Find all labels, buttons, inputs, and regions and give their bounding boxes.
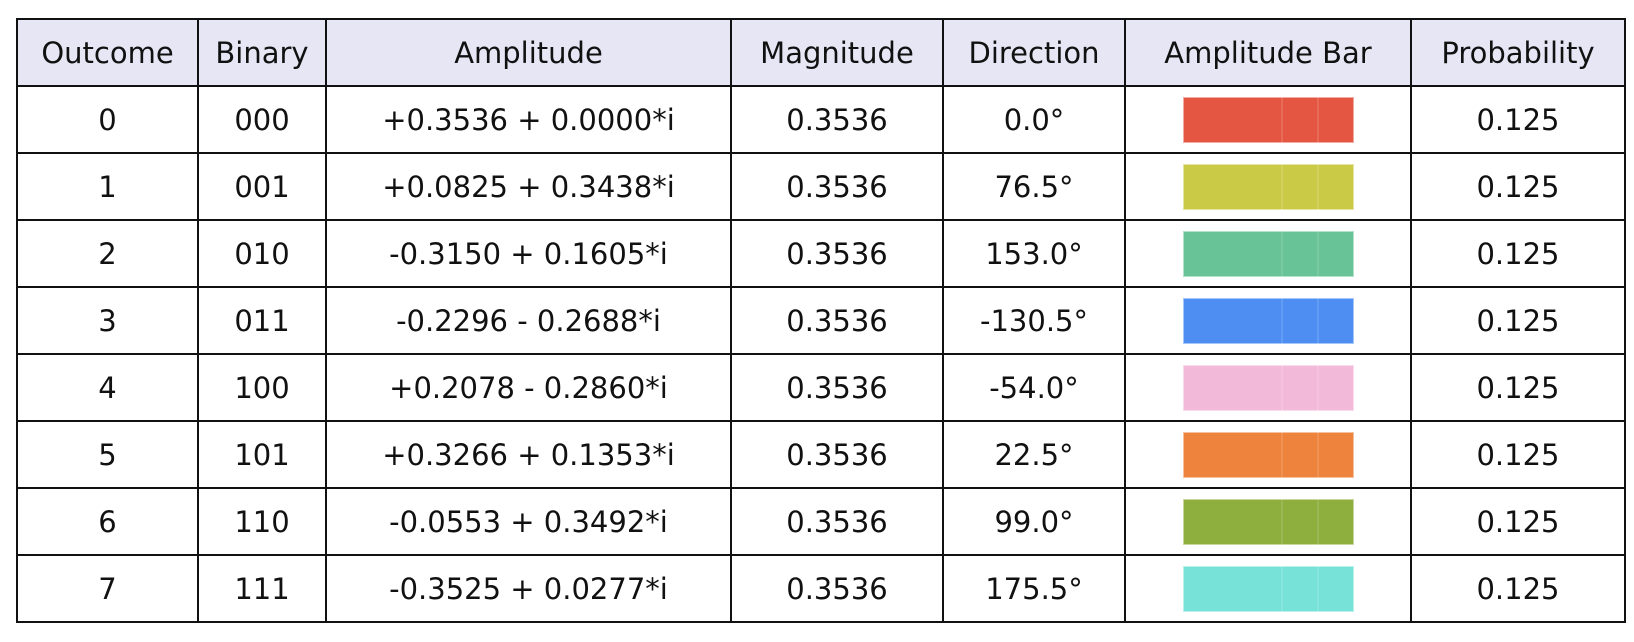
cell-magnitude: 0.3536	[730, 420, 944, 489]
amplitude-bar	[1182, 431, 1354, 478]
cell-outcome: 3	[16, 286, 199, 355]
cell-probability: 0.125	[1410, 353, 1626, 422]
cell-amplitude-bar	[1124, 286, 1412, 355]
cell-outcome: 2	[16, 219, 199, 288]
cell-binary: 001	[197, 152, 327, 221]
amplitude-bar	[1182, 96, 1354, 143]
cell-probability: 0.125	[1410, 554, 1626, 623]
cell-amplitude: +0.3266 + 0.1353*i	[325, 420, 732, 489]
cell-probability: 0.125	[1410, 85, 1626, 154]
cell-binary: 111	[197, 554, 327, 623]
cell-amplitude: -0.3525 + 0.0277*i	[325, 554, 732, 623]
cell-amplitude-bar	[1124, 554, 1412, 623]
cell-binary: 100	[197, 353, 327, 422]
amplitude-bar	[1182, 163, 1354, 210]
cell-direction: 175.5°	[942, 554, 1126, 623]
cell-probability: 0.125	[1410, 152, 1626, 221]
header-binary: Binary	[197, 18, 327, 87]
table-row: 2 010 -0.3150 + 0.1605*i 0.3536 153.0° 0.125	[16, 219, 1626, 288]
cell-binary: 000	[197, 85, 327, 154]
cell-direction: 99.0°	[942, 487, 1126, 556]
cell-outcome: 0	[16, 85, 199, 154]
cell-probability: 0.125	[1410, 487, 1626, 556]
table-row: 5 101 +0.3266 + 0.1353*i 0.3536 22.5° 0.125	[16, 420, 1626, 489]
cell-magnitude: 0.3536	[730, 219, 944, 288]
cell-probability: 0.125	[1410, 219, 1626, 288]
table-row: 0 000 +0.3536 + 0.0000*i 0.3536 0.0° 0.125	[16, 85, 1626, 154]
table-row: 4 100 +0.2078 - 0.2860*i 0.3536 -54.0° 0.125	[16, 353, 1626, 422]
cell-binary: 010	[197, 219, 327, 288]
amplitude-bar	[1182, 565, 1354, 612]
cell-probability: 0.125	[1410, 420, 1626, 489]
cell-direction: -130.5°	[942, 286, 1126, 355]
cell-outcome: 5	[16, 420, 199, 489]
table-row: 7 111 -0.3525 + 0.0277*i 0.3536 175.5° 0.125	[16, 554, 1626, 623]
cell-amplitude: +0.2078 - 0.2860*i	[325, 353, 732, 422]
cell-binary: 101	[197, 420, 327, 489]
header-magnitude: Magnitude	[730, 18, 944, 87]
amplitude-bar	[1182, 364, 1354, 411]
cell-magnitude: 0.3536	[730, 487, 944, 556]
cell-direction: 76.5°	[942, 152, 1126, 221]
cell-amplitude-bar	[1124, 219, 1412, 288]
cell-probability: 0.125	[1410, 286, 1626, 355]
cell-magnitude: 0.3536	[730, 353, 944, 422]
table-body: 0 000 +0.3536 + 0.0000*i 0.3536 0.0° 0.125 1 00…	[16, 85, 1626, 623]
cell-outcome: 6	[16, 487, 199, 556]
table-row: 6 110 -0.0553 + 0.3492*i 0.3536 99.0° 0.125	[16, 487, 1626, 556]
cell-amplitude-bar	[1124, 487, 1412, 556]
cell-magnitude: 0.3536	[730, 554, 944, 623]
cell-direction: 153.0°	[942, 219, 1126, 288]
header-outcome: Outcome	[16, 18, 199, 87]
cell-outcome: 7	[16, 554, 199, 623]
cell-magnitude: 0.3536	[730, 152, 944, 221]
header-row: Outcome Binary Amplitude Magnitude Direc…	[16, 18, 1626, 87]
cell-amplitude: +0.0825 + 0.3438*i	[325, 152, 732, 221]
table-row: 1 001 +0.0825 + 0.3438*i 0.3536 76.5° 0.125	[16, 152, 1626, 221]
cell-amplitude: -0.3150 + 0.1605*i	[325, 219, 732, 288]
cell-binary: 011	[197, 286, 327, 355]
cell-outcome: 4	[16, 353, 199, 422]
amplitude-table: Outcome Binary Amplitude Magnitude Direc…	[16, 18, 1626, 623]
header-amplitude: Amplitude	[325, 18, 732, 87]
amplitude-bar	[1182, 297, 1354, 344]
amplitude-bar	[1182, 230, 1354, 277]
cell-amplitude-bar	[1124, 152, 1412, 221]
cell-direction: -54.0°	[942, 353, 1126, 422]
header-direction: Direction	[942, 18, 1126, 87]
amplitude-bar	[1182, 498, 1354, 545]
header-probability: Probability	[1410, 18, 1626, 87]
cell-direction: 22.5°	[942, 420, 1126, 489]
cell-amplitude: +0.3536 + 0.0000*i	[325, 85, 732, 154]
cell-outcome: 1	[16, 152, 199, 221]
cell-direction: 0.0°	[942, 85, 1126, 154]
cell-amplitude: -0.0553 + 0.3492*i	[325, 487, 732, 556]
cell-amplitude: -0.2296 - 0.2688*i	[325, 286, 732, 355]
cell-amplitude-bar	[1124, 420, 1412, 489]
cell-binary: 110	[197, 487, 327, 556]
header-amplitude-bar: Amplitude Bar	[1124, 18, 1412, 87]
cell-magnitude: 0.3536	[730, 85, 944, 154]
table-row: 3 011 -0.2296 - 0.2688*i 0.3536 -130.5° 0.125	[16, 286, 1626, 355]
cell-amplitude-bar	[1124, 85, 1412, 154]
cell-amplitude-bar	[1124, 353, 1412, 422]
cell-magnitude: 0.3536	[730, 286, 944, 355]
